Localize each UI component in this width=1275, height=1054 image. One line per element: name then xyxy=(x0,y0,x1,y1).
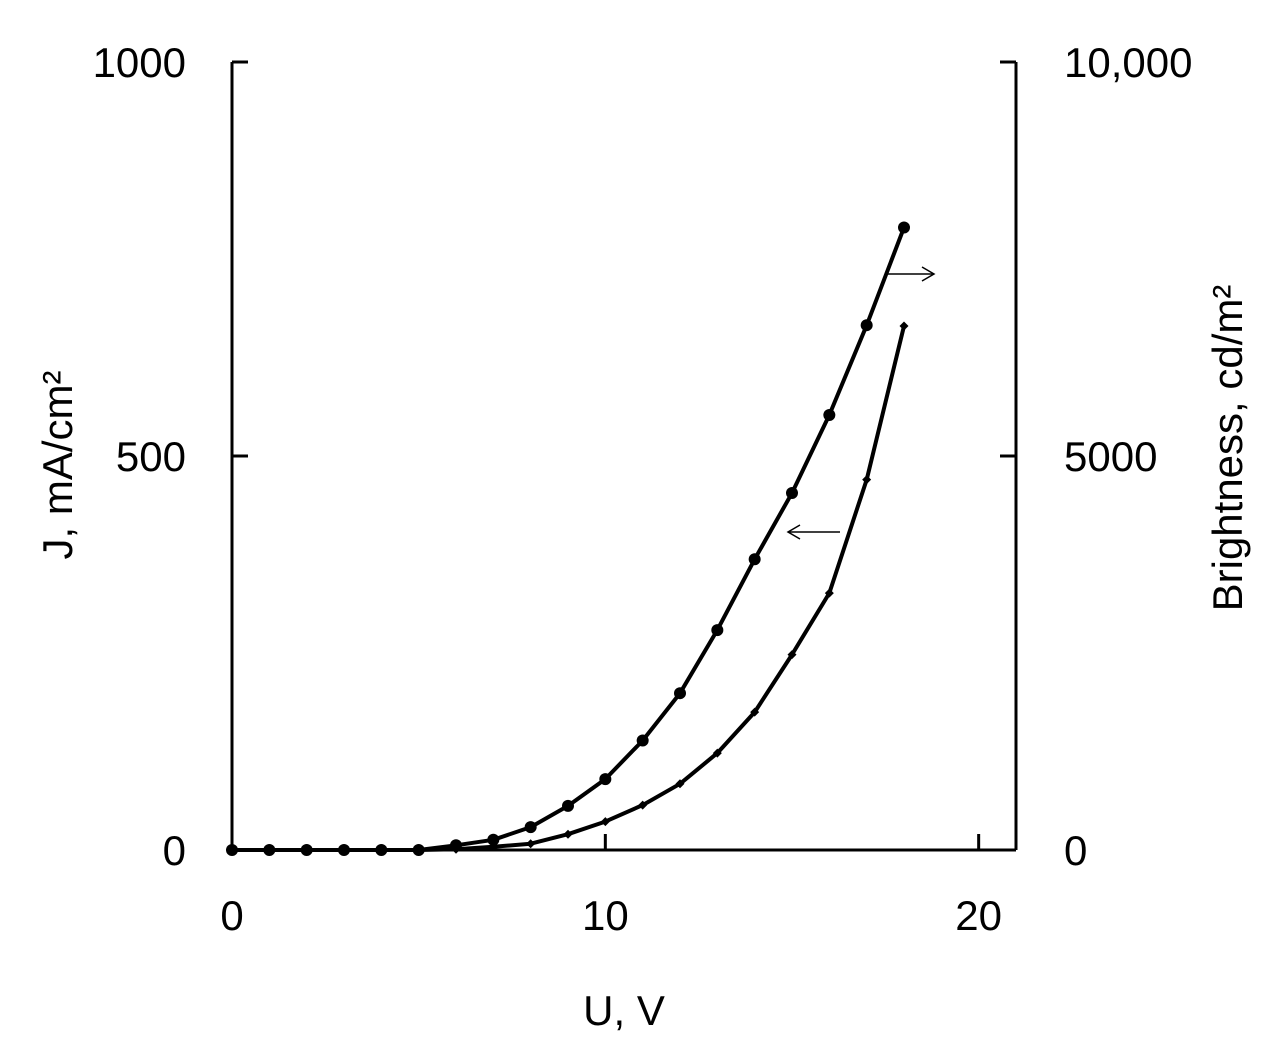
x-axis-title: U, V xyxy=(583,987,665,1034)
data-point xyxy=(860,319,873,332)
data-point xyxy=(711,624,724,637)
data-point xyxy=(376,845,386,855)
y-tick-label: 0 xyxy=(163,827,186,874)
data-point xyxy=(526,839,536,849)
data-point xyxy=(898,221,910,234)
data-point xyxy=(638,800,648,810)
tick-labels: 0 10 20 0 500 1000 0 5000 10,000 xyxy=(93,39,1193,939)
data-point xyxy=(339,845,349,855)
data-point xyxy=(562,799,574,812)
data-point xyxy=(750,707,760,717)
data-point xyxy=(748,553,761,566)
series-layer xyxy=(226,221,910,856)
y2-tick-label: 10,000 xyxy=(1064,39,1192,86)
data-point xyxy=(227,845,237,855)
data-point xyxy=(675,779,685,789)
data-point xyxy=(599,773,612,786)
data-point xyxy=(487,833,500,846)
data-point xyxy=(600,817,610,827)
ticks xyxy=(230,60,1016,852)
series-line-1 xyxy=(232,325,906,852)
data-point xyxy=(674,687,686,700)
axes xyxy=(230,62,1018,852)
data-point xyxy=(414,845,424,855)
y2-tick-label: 5000 xyxy=(1064,433,1157,480)
x-tick-label: 20 xyxy=(955,892,1002,939)
data-point xyxy=(302,845,312,855)
data-point xyxy=(636,734,649,747)
y-tick-label: 1000 xyxy=(93,39,186,86)
data-point xyxy=(264,845,274,855)
data-point xyxy=(563,829,573,839)
y2-tick-label: 0 xyxy=(1064,827,1087,874)
left-axis-arrow-head xyxy=(786,524,801,540)
y-tick-label: 500 xyxy=(116,433,186,480)
x-tick-label: 0 xyxy=(220,892,243,939)
data-point xyxy=(862,475,872,485)
y-axis-title: J, mA/cm² xyxy=(34,370,81,559)
data-point xyxy=(823,409,836,422)
data-point xyxy=(451,844,461,854)
data-point xyxy=(899,321,909,331)
annotations xyxy=(786,266,936,540)
y2-axis-title: Brightness, cd/m² xyxy=(1204,285,1251,612)
series-line-0 xyxy=(232,226,906,852)
data-point xyxy=(524,821,537,834)
data-point xyxy=(488,842,498,852)
data-point xyxy=(712,748,722,758)
right-axis-arrow-head xyxy=(921,266,936,282)
x-tick-label: 10 xyxy=(582,892,629,939)
data-point xyxy=(824,588,834,598)
data-point xyxy=(787,650,797,660)
data-point xyxy=(786,487,798,500)
